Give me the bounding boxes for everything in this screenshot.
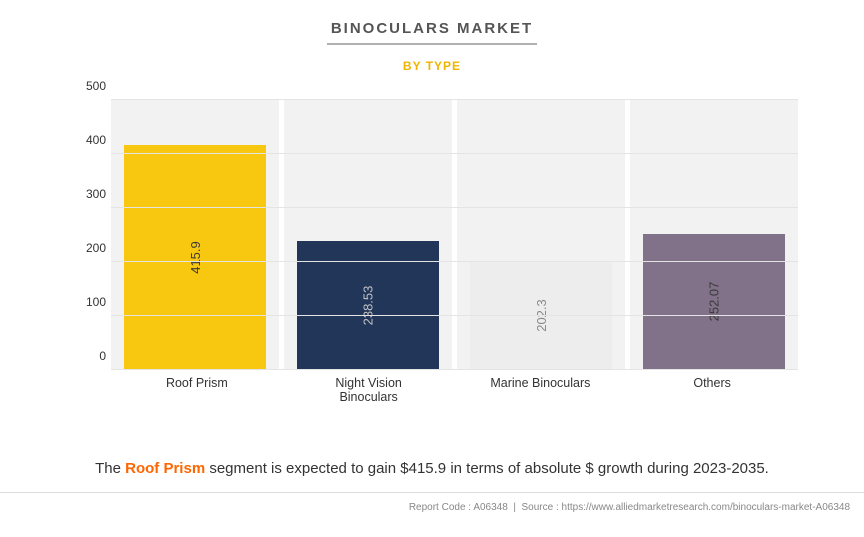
bar-value-label: 415.9	[187, 241, 202, 274]
y-tick-label: 0	[66, 349, 106, 363]
x-axis-labels: Roof PrismNight VisionBinocularsMarine B…	[111, 370, 798, 400]
y-tick-label: 200	[66, 241, 106, 255]
bar: 415.9	[124, 145, 265, 370]
x-tick-label: Marine Binoculars	[455, 370, 627, 400]
grid-line	[111, 153, 798, 154]
caption-post: segment is expected to gain $415.9 in te…	[205, 460, 769, 477]
grid-line	[111, 99, 798, 100]
report-code: A06348	[473, 502, 507, 513]
grid-line	[111, 207, 798, 208]
x-tick-label: Roof Prism	[111, 370, 283, 400]
bar-cell: 252.07	[630, 100, 798, 370]
source-url: https://www.alliedmarketresearch.com/bin…	[562, 502, 850, 513]
title-underline	[327, 43, 537, 45]
y-tick-label: 400	[66, 133, 106, 147]
chart-title: BINOCULARS MARKET	[0, 0, 864, 37]
x-tick-label: Others	[626, 370, 798, 400]
bar-cell: 202.3	[457, 100, 630, 370]
bar-value-label: 238.53	[360, 286, 375, 326]
grid-line	[111, 315, 798, 316]
grid-line	[111, 261, 798, 262]
source-label: Source :	[522, 502, 559, 513]
bar: 252.07	[643, 234, 784, 370]
plot-region: 415.9238.53202.3252.07 0100200300400500	[111, 100, 798, 370]
report-code-label: Report Code :	[409, 502, 471, 513]
bar-cell: 415.9	[111, 100, 284, 370]
footer-text: Report Code : A06348 | Source : https://…	[409, 502, 850, 513]
bar-area: 415.9 238.53 202.3252.07	[111, 100, 798, 370]
y-tick-label: 500	[66, 79, 106, 93]
footer-divider	[0, 492, 864, 493]
chart-area: 415.9238.53202.3252.07 0100200300400500 …	[66, 100, 798, 400]
caption-text: The Roof Prism segment is expected to ga…	[0, 460, 864, 477]
chart-subtitle: BY TYPE	[0, 59, 864, 73]
bar-cell: 238.53	[284, 100, 457, 370]
caption-pre: The	[95, 460, 125, 477]
x-tick-label: Night VisionBinoculars	[283, 370, 455, 400]
y-tick-label: 100	[66, 295, 106, 309]
y-tick-label: 300	[66, 187, 106, 201]
caption-highlight: Roof Prism	[125, 460, 205, 477]
